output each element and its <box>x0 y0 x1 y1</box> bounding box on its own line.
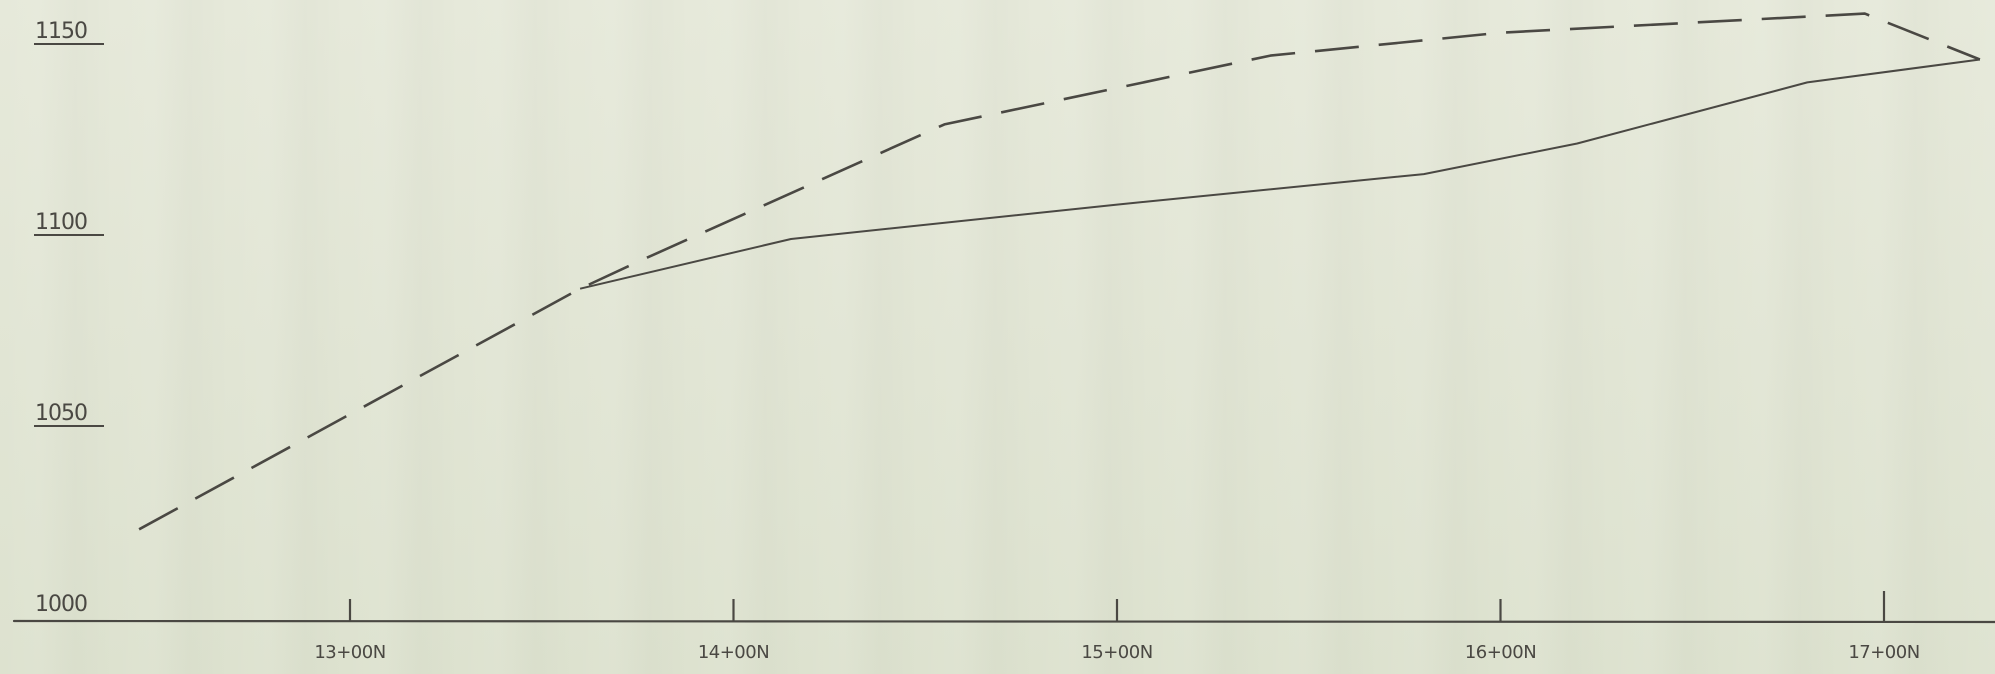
y-tick-labels: 1000 1050 1100 1150 <box>34 19 104 617</box>
x-tick-label: 14+00N <box>698 642 769 663</box>
y-tick-label: 1050 <box>35 401 87 426</box>
x-tick-label: 13+00N <box>314 642 385 663</box>
solid-profile-line <box>579 58 1981 290</box>
series-layer <box>138 12 1981 531</box>
x-tick-label: 16+00N <box>1465 642 1536 663</box>
y-tick-label: 1150 <box>35 19 87 44</box>
y-tick-label: 1000 <box>35 592 87 617</box>
x-tick-labels: 13+00N 14+00N 15+00N 16+00N 17+00N <box>314 642 1920 663</box>
axis-layer <box>12 591 1995 624</box>
x-axis-line <box>12 619 1995 624</box>
x-tick-label: 17+00N <box>1848 642 1919 663</box>
y-tick-label: 1100 <box>35 210 87 235</box>
x-tick-label: 15+00N <box>1081 642 1152 663</box>
dashed-profile-line <box>138 12 1981 531</box>
